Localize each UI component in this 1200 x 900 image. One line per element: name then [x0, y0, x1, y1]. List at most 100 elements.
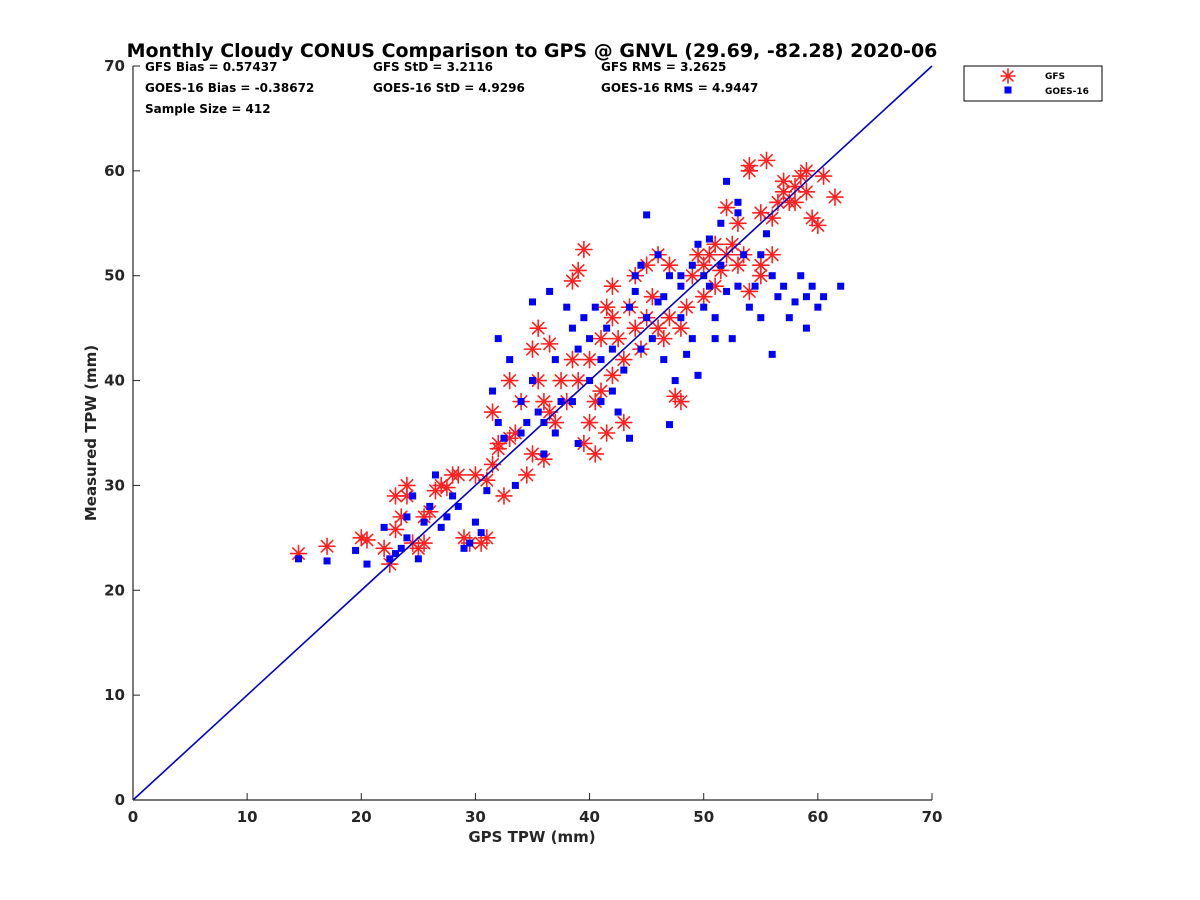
goes-16-point [409, 492, 417, 500]
gfs-point [809, 216, 827, 235]
goes-16-point [460, 544, 468, 552]
goes-16-point [506, 356, 514, 364]
gfs-point [717, 198, 736, 217]
goes-16-point [677, 314, 685, 322]
goes-16-point [711, 314, 719, 322]
gfs-point [523, 340, 542, 358]
goes-16-point [734, 209, 742, 217]
goes-16-point [734, 282, 742, 290]
gfs-point [569, 371, 587, 390]
gfs-point [729, 214, 747, 233]
gfs-point [386, 520, 405, 539]
y-tick-label: 30 [104, 476, 125, 494]
goes-16-point [574, 345, 582, 353]
goes-16-point [688, 261, 696, 269]
goes-16-point [626, 434, 634, 442]
gfs-point [763, 245, 782, 264]
goes-16-point [363, 560, 371, 568]
legend-marker-goes-16 [1004, 86, 1012, 94]
gfs-point [483, 403, 502, 421]
goes-16-point [660, 356, 668, 364]
goes-16-point [414, 555, 422, 563]
goes-16-point [551, 429, 559, 437]
x-ticks: 0 10 20 30 40 50 60 70 [128, 793, 942, 826]
x-tick-label: 30 [465, 808, 486, 826]
goes-16-point [352, 546, 360, 554]
gfs-point [592, 382, 610, 400]
goes-16-point [785, 314, 793, 322]
gfs-point [797, 183, 816, 201]
goes-16-point [403, 534, 411, 542]
goes-16-point [534, 408, 542, 416]
goes-16-point [802, 293, 810, 301]
goes-16-point [511, 481, 519, 489]
goes-16-point [500, 434, 508, 442]
legend-label-goes-16: GOES-16 [1045, 87, 1089, 97]
gfs-point [786, 193, 804, 212]
gfs-point [586, 445, 605, 463]
goes-16-point [403, 513, 411, 521]
gfs-point [449, 466, 468, 484]
goes-16-point [723, 287, 731, 295]
goes-16-point [700, 303, 708, 311]
goes-16-point [717, 261, 725, 269]
gfs-point [694, 287, 713, 306]
goes-16-point [466, 539, 474, 547]
goes-16-point [745, 303, 753, 311]
gfs-point [797, 162, 816, 180]
goes-16-point [814, 303, 822, 311]
gfs-point [529, 319, 548, 337]
gfs-point [615, 350, 633, 369]
goes-16-point [757, 251, 765, 259]
goes-16-point [751, 282, 759, 290]
goes-16-point [757, 314, 765, 322]
y-tick-label: 10 [104, 686, 125, 704]
goes-16-point [494, 419, 502, 427]
goes-16-point [626, 303, 634, 311]
y-tick-label: 0 [115, 791, 125, 809]
goes-16-point [791, 298, 799, 306]
one-to-one-line [132, 65, 933, 801]
gfs-point [546, 413, 565, 432]
chart-title: Monthly Cloudy CONUS Comparison to GPS @… [127, 40, 938, 62]
goes-16-point [529, 298, 536, 306]
x-axis-label: GPS TPW (mm) [468, 828, 595, 846]
x-tick-label: 0 [128, 808, 138, 826]
goes-16-point [780, 282, 788, 290]
gfs-point [615, 413, 633, 432]
gfs-point [626, 319, 645, 337]
goes-16-point [797, 272, 805, 280]
gfs-point [712, 261, 730, 280]
y-tick-label: 60 [104, 162, 125, 180]
axes [132, 66, 932, 801]
y-ticks: 0 10 20 30 40 50 60 70 [104, 57, 140, 809]
goes-16-point [643, 314, 651, 322]
goes-16-point [546, 287, 554, 295]
legend: GFS GOES-16 [963, 65, 1103, 102]
goes-16-point [620, 366, 628, 374]
goes-16-point [591, 303, 599, 311]
goes-16-point [586, 335, 594, 343]
gfs-point [517, 466, 536, 484]
goes-16-point [437, 523, 445, 531]
gfs-point [289, 544, 308, 563]
goes-16-point [489, 387, 497, 395]
gfs-point [500, 371, 519, 390]
goes-16-point [597, 356, 605, 364]
goes-16-point [426, 502, 434, 510]
gfs-point [729, 256, 747, 275]
gfs-point [358, 531, 376, 549]
legend-marker-gfs [1000, 68, 1016, 84]
gfs-point [660, 308, 679, 327]
gfs-point [540, 335, 559, 353]
gfs-point [826, 188, 844, 206]
gfs-point [660, 256, 679, 275]
x-tick-label: 20 [351, 808, 372, 826]
stat-gfs-rms: GFS RMS = 3.2625 [601, 60, 726, 74]
goes-16-point [557, 398, 565, 406]
goes-16-point [694, 371, 702, 379]
goes-16-point [608, 387, 616, 395]
goes-16-point [705, 282, 713, 290]
gfs-point [740, 156, 759, 175]
